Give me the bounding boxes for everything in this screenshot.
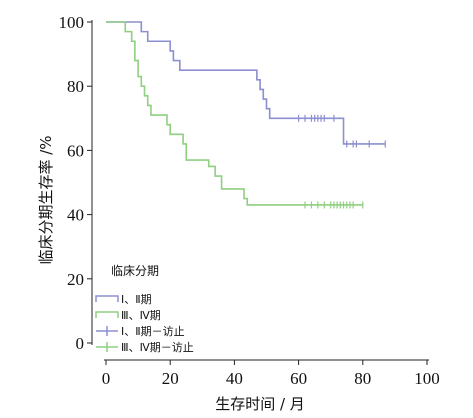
- legend-symbol-step: [95, 311, 119, 318]
- legend-title: 临床分期: [111, 264, 159, 278]
- legend-entry-label: Ⅰ、Ⅱ期－访止: [121, 325, 185, 338]
- y-tick-label: 100: [59, 13, 85, 32]
- x-tick-label: 20: [162, 369, 179, 388]
- x-axis-title: 生存时间 / 月: [215, 395, 305, 413]
- legend: Ⅰ、Ⅱ期 Ⅲ、Ⅳ期 Ⅰ、Ⅱ期－访止 Ⅲ、Ⅳ期－访止: [95, 293, 194, 354]
- legend-entry-label: Ⅲ、Ⅳ期－访止: [121, 341, 194, 354]
- legend-entry-label: Ⅰ、Ⅱ期: [121, 293, 152, 306]
- y-tick-label: 40: [67, 206, 84, 225]
- legend-symbol-step: [95, 295, 119, 302]
- y-tick-label: 0: [76, 334, 85, 353]
- x-tick-label: 100: [414, 369, 440, 388]
- x-tick-label: 40: [226, 369, 243, 388]
- plot-area: [106, 21, 386, 209]
- y-tick-label: 80: [67, 77, 84, 96]
- y-tick-label: 60: [67, 141, 84, 160]
- legend-entry-label: Ⅲ、Ⅳ期: [121, 309, 161, 322]
- x-tick-label: 0: [102, 369, 111, 388]
- survival-curve-series-2: [106, 21, 363, 206]
- survival-curve-series-1: [106, 21, 386, 145]
- y-tick-label: 20: [67, 270, 84, 289]
- x-tick-label: 60: [290, 369, 307, 388]
- y-axis-title: 临床分期生存率 /%: [37, 135, 55, 264]
- x-tick-label: 80: [354, 369, 371, 388]
- axes: 0 20 40 60 80 100 0 20 40 60 80 100: [59, 13, 440, 388]
